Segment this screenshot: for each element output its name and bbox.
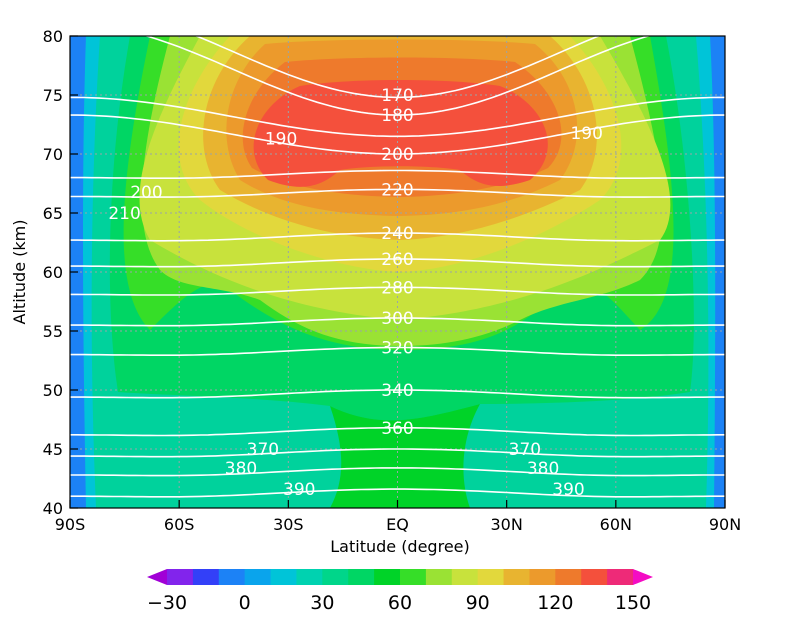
x-tick-label: 30S	[273, 515, 304, 534]
contour-label-340: 340	[381, 381, 413, 401]
contour-line-220	[70, 188, 725, 198]
x-tick-label: 90N	[709, 515, 741, 534]
colorbar-swatch	[451, 569, 479, 585]
colorbar-swatch	[374, 569, 401, 585]
colorbar-swatch	[581, 569, 608, 585]
contour-label-180: 180	[381, 106, 413, 126]
contour-label-390: 390	[283, 480, 315, 500]
colorbar-swatch	[270, 569, 297, 585]
x-tick-label: 30N	[491, 515, 523, 534]
y-tick-label: 70	[43, 145, 63, 164]
contour-label-370: 370	[247, 440, 279, 460]
contour-line-180	[144, 36, 651, 116]
contour-line-370	[70, 448, 725, 458]
contour-line-210	[70, 169, 725, 179]
grid	[70, 36, 725, 508]
colorbar-tick-label: 90	[466, 592, 490, 614]
contour-label-190: 190	[570, 124, 602, 144]
contour-label-300: 300	[381, 309, 413, 329]
colorbar-tick-label: 30	[310, 592, 334, 614]
contour-line-320	[70, 346, 725, 356]
colorbar-tick-label: 60	[388, 592, 412, 614]
colorbar-swatch	[529, 569, 556, 585]
y-tick-label: 55	[43, 322, 63, 341]
contour-label-200: 200	[381, 145, 413, 165]
y-tick-label: 80	[43, 27, 63, 46]
colorbar-tick-label: 150	[615, 592, 651, 614]
contour-line-340	[70, 389, 725, 399]
contour-line-280	[70, 286, 725, 296]
contour-label-380: 380	[225, 459, 257, 479]
colorbar-swatch	[555, 569, 582, 585]
x-axis-label: Latitude (degree)	[330, 537, 470, 556]
colorbar-low-arrow	[147, 569, 167, 585]
y-axis: 40 45 50 55 60 65 70 75 80	[43, 27, 78, 518]
contour-line-390	[70, 488, 725, 498]
colorbar-swatch	[218, 569, 246, 585]
x-tick-label: 60N	[600, 515, 632, 534]
colorbar-swatch	[167, 569, 194, 585]
contour-label-170: 170	[381, 86, 413, 106]
contour-line-240	[70, 232, 725, 242]
contour-line-260	[70, 258, 725, 268]
contour-line-360	[70, 427, 725, 437]
contour-label-390: 390	[552, 480, 584, 500]
colorbar-swatch	[607, 569, 634, 585]
contour-line-380	[70, 467, 725, 477]
contour-lines	[70, 36, 725, 498]
colorbar-swatch	[503, 569, 530, 585]
contour-label-210: 210	[108, 204, 140, 224]
colorbar-swatch	[244, 569, 272, 585]
contour-label-320: 320	[381, 339, 413, 359]
contour-line-170	[194, 36, 601, 99]
colorbar-swatch	[425, 569, 453, 585]
colorbar-swatch	[400, 569, 427, 585]
colorbar-swatch	[348, 569, 375, 585]
contour-label-370: 370	[509, 440, 541, 460]
contour-label-260: 260	[381, 250, 413, 270]
y-axis-label: Altitude (km)	[10, 220, 29, 325]
y-tick-label: 60	[43, 263, 63, 282]
colorbar: −30 0 30 60 90 120 150	[147, 569, 653, 614]
fill-band-green	[330, 404, 480, 508]
y-tick-label: 40	[43, 499, 63, 518]
colorbar-swatch	[322, 569, 349, 585]
colorbar-tick-label: 0	[239, 592, 251, 614]
colorbar-tick-label: 120	[537, 592, 573, 614]
contour-line-200	[70, 114, 725, 155]
x-tick-label: 90S	[55, 515, 86, 534]
y-tick-label: 75	[43, 86, 63, 105]
contour-label-220: 220	[381, 180, 413, 200]
contour-label-380: 380	[527, 459, 559, 479]
contour-label-200: 200	[130, 183, 162, 203]
contour-label-190: 190	[265, 130, 297, 150]
colorbar-swatch	[296, 569, 323, 585]
contour-line-190	[70, 96, 725, 138]
colorbar-swatch	[477, 569, 505, 585]
fill-band-red	[253, 80, 548, 187]
colorbar-tick-label: −30	[147, 592, 187, 614]
x-axis: 90S 60S 30S EQ 30N 60N 90N	[55, 500, 741, 534]
contour-label-360: 360	[381, 419, 413, 439]
y-tick-label: 50	[43, 381, 63, 400]
colorbar-swatch	[192, 569, 220, 585]
x-tick-label: 60S	[164, 515, 195, 534]
x-tick-label: EQ	[386, 515, 409, 534]
contour-label-280: 280	[381, 278, 413, 298]
contour-line-300	[70, 317, 725, 327]
contour-label-240: 240	[381, 224, 413, 244]
y-tick-label: 45	[43, 440, 63, 459]
y-tick-label: 65	[43, 204, 63, 223]
colorbar-high-arrow	[633, 569, 653, 585]
